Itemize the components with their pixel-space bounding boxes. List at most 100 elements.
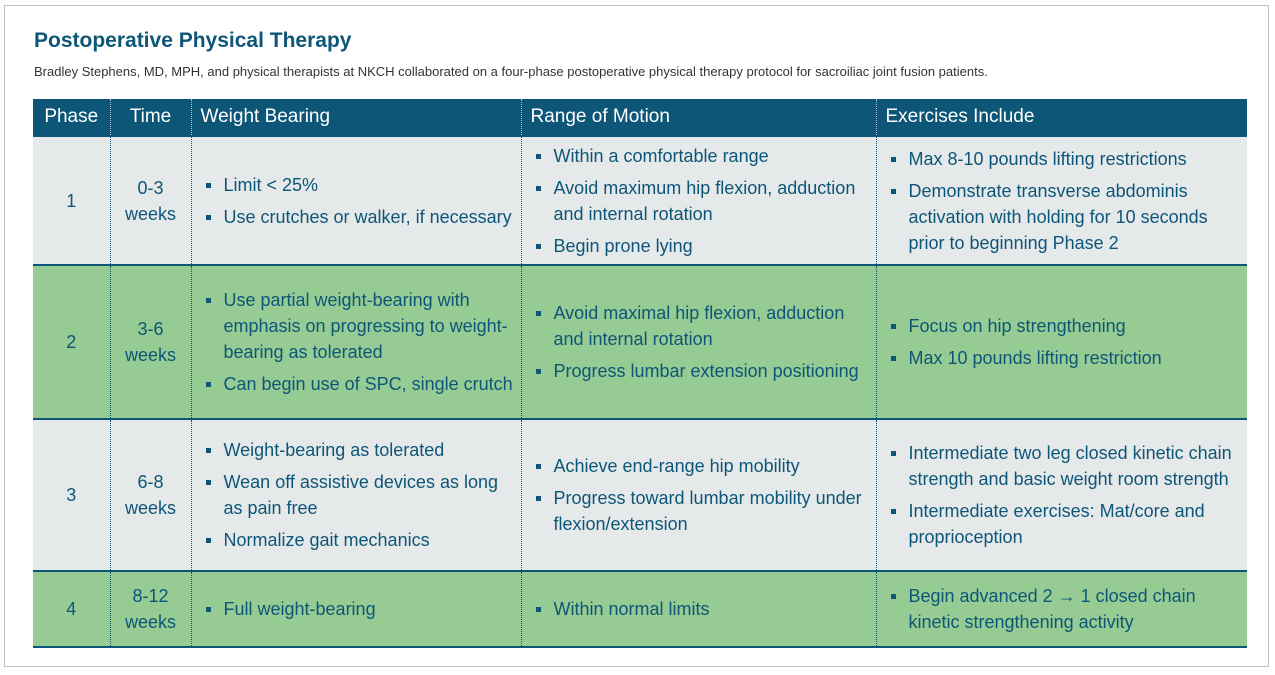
time-text: 3-6	[137, 319, 164, 339]
time-text: 0-3	[137, 177, 164, 198]
square-bullet-icon	[535, 369, 541, 374]
square-bullet-icon	[890, 451, 896, 456]
list-item: Weight-bearing as tolerated	[205, 437, 515, 463]
table-row: 4 8-12 weeks Full weight-bearing Within norm…	[33, 570, 1247, 648]
cell-weight-bearing: Use partial weight-bearing with emphasis…	[190, 264, 521, 419]
list-item: Use partial weight-bearing with emphasis…	[205, 287, 515, 365]
list-item: Avoid maximal hip flexion, adduction and…	[535, 300, 870, 352]
time-text: weeks	[124, 345, 177, 365]
cell-time: 3-6 weeks	[109, 264, 191, 419]
time-text: 6-8	[137, 472, 164, 492]
square-bullet-icon	[890, 324, 896, 329]
cell-weight-bearing: Limit < 25% Use crutches or walker, if ne…	[190, 135, 521, 265]
list-item: Demonstrate transverse abdominis activat…	[890, 178, 1242, 256]
square-bullet-icon	[205, 382, 211, 387]
list-item-text: Achieve end-range hip mobility	[553, 456, 800, 476]
list-item: Intermediate two leg closed kinetic chai…	[890, 440, 1242, 492]
list-item-text: Use crutches or walker, if necessary	[223, 206, 512, 227]
list-item: Progress lumbar extension positioning	[535, 358, 870, 384]
table-row: 3 6-8 weeks Weight-bearing as tolerated Wean…	[33, 418, 1247, 571]
table-header-row: Phase Time Weight Bearing Range of Motio…	[33, 99, 1247, 136]
time-text: weeks	[124, 612, 177, 632]
list-item: Begin prone lying	[535, 233, 870, 259]
list-item: Within a comfortable range	[535, 143, 870, 169]
list-item-text: Progress lumbar extension positioning	[553, 361, 859, 381]
cell-phase: 1	[33, 135, 110, 265]
header-exercises: Exercises Include	[875, 99, 1247, 136]
header-range-of-motion: Range of Motion	[520, 99, 876, 136]
list-item: Avoid maximum hip flexion, adduction and…	[535, 175, 870, 227]
table-row: 1 0-3 weeks Limit < 25% Use crutches or walk…	[33, 135, 1247, 265]
exercises-list: Begin advanced 2 → 1 closed chain kineti…	[890, 583, 1242, 635]
weight-bearing-list: Weight-bearing as tolerated Wean off assi…	[205, 437, 515, 553]
cell-time: 6-8 weeks	[109, 418, 191, 571]
list-item-text: Within a comfortable range	[553, 145, 769, 166]
list-item: Within normal limits	[535, 596, 870, 622]
square-bullet-icon	[205, 607, 211, 612]
list-item: Focus on hip strengthening	[890, 313, 1242, 339]
cell-time: 0-3 weeks	[109, 135, 191, 265]
table-body: 1 0-3 weeks Limit < 25% Use crutches or walk…	[33, 135, 1247, 648]
square-bullet-icon	[205, 448, 211, 453]
cell-weight-bearing: Full weight-bearing	[190, 570, 521, 648]
list-item-text: Progress toward lumbar mobility under fl…	[553, 488, 862, 534]
list-item-text: Wean off assistive devices as long as pa…	[223, 472, 498, 518]
list-item-text: Focus on hip strengthening	[908, 316, 1126, 336]
cell-time: 8-12 weeks	[109, 570, 191, 648]
list-item-text: Limit < 25%	[223, 174, 319, 195]
list-item: Wean off assistive devices as long as pa…	[205, 469, 515, 521]
list-item-text: Avoid maximal hip flexion, adduction and…	[553, 303, 845, 349]
square-bullet-icon	[890, 509, 896, 514]
cell-weight-bearing: Weight-bearing as tolerated Wean off assi…	[190, 418, 521, 571]
list-item: Use crutches or walker, if necessary	[205, 204, 515, 230]
list-item: Max 10 pounds lifting restriction	[890, 345, 1242, 371]
time-text: weeks	[124, 203, 177, 224]
cell-exercises: Begin advanced 2 → 1 closed chain kineti…	[875, 570, 1247, 648]
square-bullet-icon	[205, 538, 211, 543]
therapy-protocol-table: Phase Time Weight Bearing Range of Motio…	[33, 99, 1247, 648]
list-item-text: Intermediate exercises: Mat/core and pro…	[908, 501, 1205, 547]
square-bullet-icon	[535, 496, 541, 501]
list-item-text: Begin advanced 2 → 1 closed chain kineti…	[908, 586, 1196, 632]
header-time: Time	[109, 99, 191, 136]
square-bullet-icon	[890, 594, 896, 599]
list-item: Limit < 25%	[205, 172, 515, 198]
square-bullet-icon	[535, 464, 541, 469]
list-item-text: Avoid maximum hip flexion, adduction and…	[553, 177, 856, 224]
square-bullet-icon	[890, 188, 896, 194]
weight-bearing-list: Use partial weight-bearing with emphasis…	[205, 287, 515, 397]
list-item: Achieve end-range hip mobility	[535, 453, 870, 479]
list-item: Intermediate exercises: Mat/core and pro…	[890, 498, 1242, 550]
header-weight-bearing: Weight Bearing	[190, 99, 521, 136]
list-item-text: Intermediate two leg closed kinetic chai…	[908, 443, 1232, 489]
range-of-motion-list: Within a comfortable range Avoid maximum …	[535, 143, 870, 259]
square-bullet-icon	[535, 185, 541, 191]
square-bullet-icon	[890, 356, 896, 361]
list-item-text: Max 10 pounds lifting restriction	[908, 348, 1162, 368]
list-item-text: Within normal limits	[553, 599, 710, 619]
square-bullet-icon	[535, 607, 541, 612]
time-text: weeks	[124, 498, 177, 518]
cell-range-of-motion: Achieve end-range hip mobility Progress t…	[520, 418, 876, 571]
square-bullet-icon	[535, 311, 541, 316]
cell-exercises: Max 8-10 pounds lifting restrictions Demo…	[875, 135, 1247, 265]
cell-range-of-motion: Within normal limits	[520, 570, 876, 648]
square-bullet-icon	[205, 298, 211, 303]
cell-phase: 4	[33, 570, 110, 648]
time-text: 8-12	[132, 586, 169, 606]
list-item: Max 8-10 pounds lifting restrictions	[890, 146, 1242, 172]
list-item: Begin advanced 2 → 1 closed chain kineti…	[890, 583, 1242, 635]
square-bullet-icon	[205, 214, 211, 220]
exercises-list: Max 8-10 pounds lifting restrictions Demo…	[890, 146, 1242, 256]
square-bullet-icon	[205, 480, 211, 485]
list-item: Normalize gait mechanics	[205, 527, 515, 553]
list-item-text: Normalize gait mechanics	[223, 530, 430, 550]
range-of-motion-list: Avoid maximal hip flexion, adduction and…	[535, 300, 870, 384]
square-bullet-icon	[535, 243, 541, 249]
cell-exercises: Focus on hip strengthening Max 10 pounds …	[875, 264, 1247, 419]
header-phase: Phase	[33, 99, 110, 136]
list-item: Can begin use of SPC, single crutch	[205, 371, 515, 397]
weight-bearing-list: Full weight-bearing	[205, 596, 515, 622]
cell-phase: 2	[33, 264, 110, 419]
list-item-text: Weight-bearing as tolerated	[223, 440, 445, 460]
